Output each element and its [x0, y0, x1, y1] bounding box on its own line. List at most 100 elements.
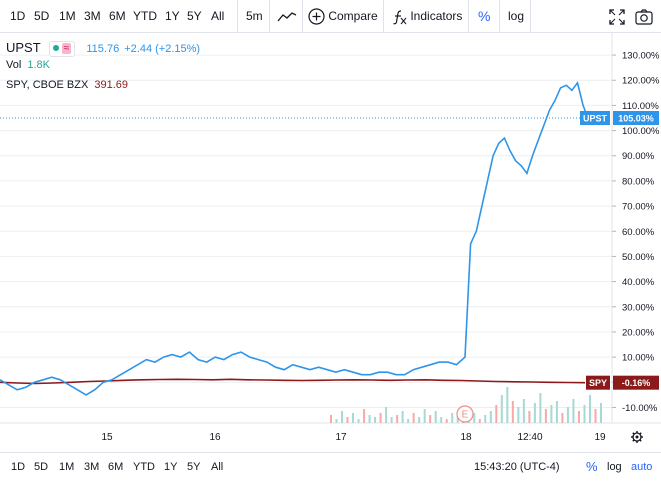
chart-settings-gear-icon[interactable]	[631, 431, 643, 443]
chart-area[interactable]: 130.00% 120.00% 110.00% 100.00% 90.00% 80.00%…	[0, 33, 661, 453]
compare-plus-icon	[308, 8, 325, 25]
bottom-range-1y[interactable]: 1Y	[164, 461, 178, 473]
price-tick-label: 100.00%	[622, 126, 660, 137]
price-tick-label: 60.00%	[622, 227, 655, 238]
spy-symbol-badge-text: SPY	[589, 378, 607, 388]
volume-bar	[500, 395, 503, 423]
line-style-icon[interactable]	[277, 0, 297, 33]
range-3m[interactable]: 3M	[84, 9, 101, 23]
volume-bar	[434, 411, 437, 423]
legend-change: +2.44 (+2.15%)	[124, 43, 201, 55]
bottom-range-3m[interactable]: 3M	[84, 461, 100, 473]
range-all[interactable]: All	[211, 9, 225, 23]
volume-bar	[555, 401, 558, 423]
price-tick-label: 80.00%	[622, 176, 655, 187]
upst-value-badge-text: 105.03%	[618, 113, 654, 123]
volume-bar	[566, 407, 569, 423]
volume-bar	[495, 405, 498, 423]
price-tick-label: 10.00%	[622, 353, 655, 364]
price-tick-label: 90.00%	[622, 151, 655, 162]
time-tick-label: 19	[594, 432, 606, 443]
range-1d[interactable]: 1D	[10, 9, 26, 23]
indicators-button[interactable]: Indicators	[392, 0, 462, 33]
volume-bar	[423, 409, 426, 423]
log-scale-toggle[interactable]: log	[508, 9, 525, 23]
time-tick-label: 15	[101, 432, 113, 443]
volume-bar	[473, 413, 476, 423]
volume-bar	[346, 417, 349, 423]
toolbar-divider	[468, 0, 469, 33]
toolbar-divider	[302, 0, 303, 33]
volume-bar	[418, 417, 421, 423]
legend-compare-row: SPY, CBOE BZX 391.69	[6, 79, 128, 91]
earnings-marker-label: E	[462, 410, 469, 421]
toolbar-divider	[383, 0, 384, 33]
bottom-range-ytd[interactable]: YTD	[133, 461, 155, 473]
spy-value-badge	[613, 375, 659, 390]
bottom-auto-toggle[interactable]: auto	[631, 461, 653, 473]
volume-bar	[352, 413, 355, 423]
range-1y[interactable]: 1Y	[165, 9, 180, 23]
volume-bar	[528, 411, 531, 423]
volume-bar	[368, 415, 371, 423]
bottom-range-1d[interactable]: 1D	[11, 461, 26, 473]
volume-bar	[572, 399, 575, 423]
legend-status-pill[interactable]: ≈	[48, 41, 76, 58]
earnings-marker-icon[interactable]	[456, 405, 474, 423]
range-ytd[interactable]: YTD	[133, 9, 157, 23]
fullscreen-icon[interactable]	[609, 0, 625, 33]
upst-symbol-badge-text: UPST	[583, 113, 608, 123]
indicators-fx-icon	[393, 10, 407, 25]
price-tick-label: -10.00%	[622, 403, 658, 414]
percent-scale-toggle[interactable]: %	[478, 8, 491, 24]
legend-symbol: UPST	[6, 40, 41, 55]
bottom-range-6m[interactable]: 6M	[108, 461, 124, 473]
volume-bar	[363, 409, 366, 423]
range-5y[interactable]: 5Y	[187, 9, 202, 23]
volume-bar	[478, 419, 481, 423]
screenshot-camera-icon[interactable]	[635, 0, 653, 33]
range-6m[interactable]: 6M	[109, 9, 126, 23]
bottom-range-5d[interactable]: 5D	[34, 461, 49, 473]
price-tick-label: 30.00%	[622, 302, 655, 313]
bottom-range-5y[interactable]: 5Y	[187, 461, 201, 473]
volume-bar	[440, 417, 443, 423]
upst-series-line[interactable]	[0, 80, 601, 396]
volume-bar	[600, 403, 602, 423]
interval-button[interactable]: 5m	[246, 9, 263, 23]
volume-bar	[456, 415, 459, 423]
clock-time[interactable]: 15:43:20 (UTC-4)	[474, 461, 560, 473]
volume-bar	[561, 413, 564, 423]
upst-symbol-badge	[580, 110, 610, 125]
compare-button[interactable]: Compare	[308, 0, 378, 33]
bottom-percent-toggle[interactable]: %	[586, 459, 598, 474]
spy-series-line[interactable]	[0, 378, 586, 385]
bottom-log-toggle[interactable]: log	[607, 461, 622, 473]
volume-bar	[385, 407, 388, 423]
volume-bar	[588, 395, 591, 423]
price-chart-svg[interactable]: 130.00% 120.00% 110.00% 100.00% 90.00% 80.00%…	[0, 33, 661, 453]
bottom-toolbar: 1D 5D 1M 3M 6M YTD 1Y 5Y All 15:43:20 (U…	[0, 452, 661, 481]
bottom-range-1m[interactable]: 1M	[59, 461, 75, 473]
price-tick-label: 50.00%	[622, 252, 655, 263]
volume-bar	[390, 417, 393, 423]
volume-bar	[407, 419, 410, 423]
volume-bar	[484, 415, 487, 423]
volume-bar	[341, 411, 344, 423]
bottom-range-all[interactable]: All	[211, 461, 224, 473]
volume-bar	[445, 419, 448, 423]
volume-bar	[511, 401, 514, 423]
volume-bar	[357, 419, 360, 423]
volume-bar	[374, 417, 377, 423]
time-tick-label: 18	[460, 432, 472, 443]
range-1m[interactable]: 1M	[59, 9, 76, 23]
volume-bar	[550, 405, 553, 423]
range-5d[interactable]: 5D	[34, 9, 50, 23]
volume-bar	[577, 411, 580, 423]
volume-bar	[429, 415, 432, 423]
volume-bar	[489, 411, 492, 423]
toolbar-divider	[269, 0, 270, 33]
price-tick-label: 70.00%	[622, 202, 655, 213]
toolbar-divider	[530, 0, 531, 33]
volume-value: 1.8K	[27, 59, 50, 71]
